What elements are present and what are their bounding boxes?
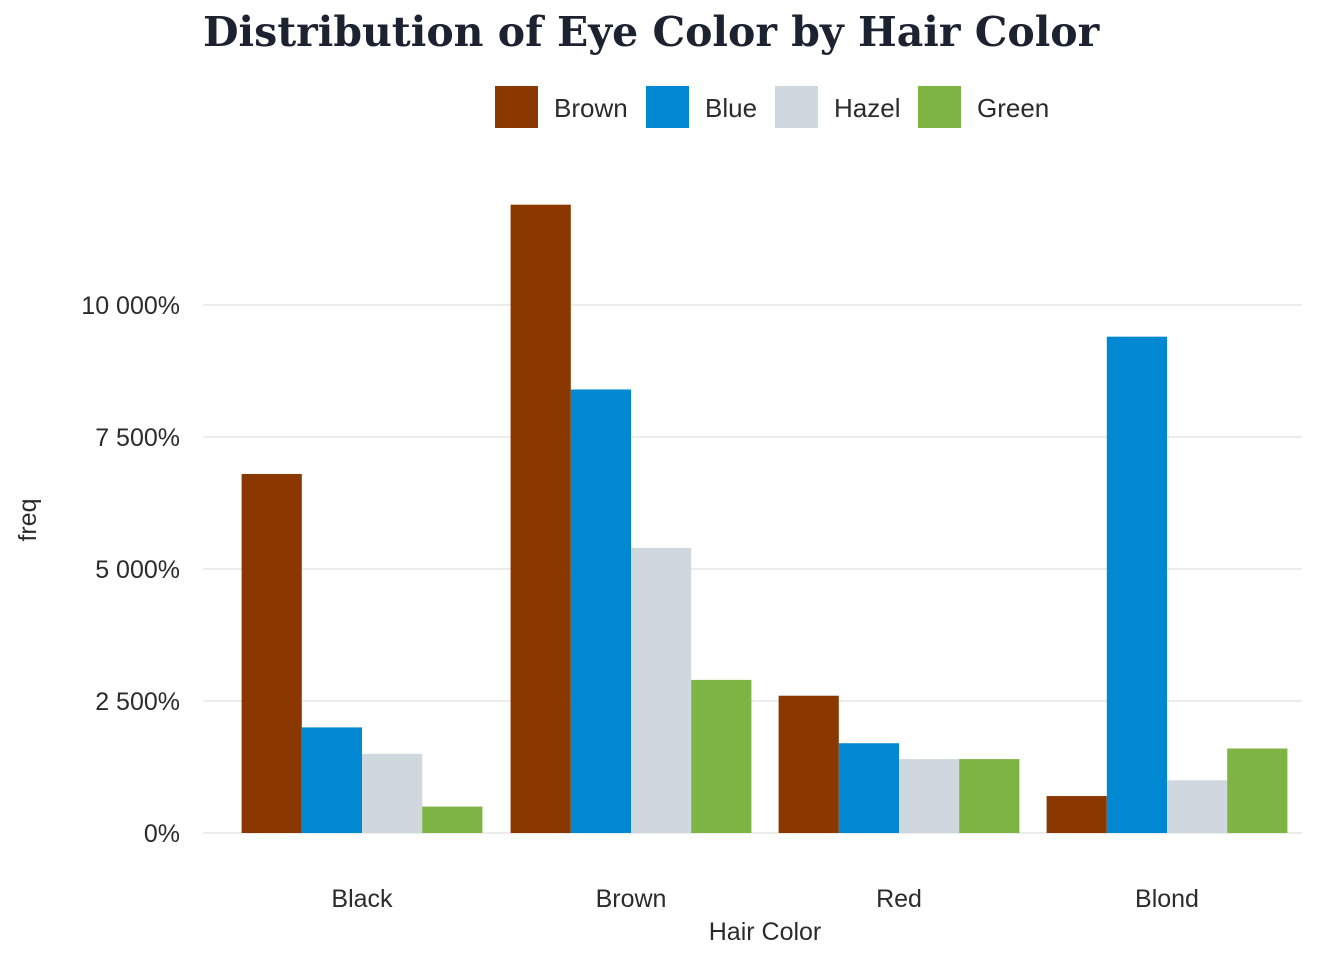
legend-key-hazel bbox=[775, 86, 818, 128]
bar-blond-blue bbox=[1106, 336, 1167, 833]
bar-red-hazel bbox=[899, 759, 960, 833]
y-tick-label: 5 000% bbox=[95, 556, 180, 584]
chart-title: Distribution of Eye Color by Hair Color bbox=[203, 8, 1101, 56]
legend-label: Hazel bbox=[834, 93, 900, 123]
bar-blond-hazel bbox=[1167, 780, 1228, 833]
bar-brown-blue bbox=[570, 389, 631, 833]
bar-red-blue bbox=[838, 743, 899, 833]
y-tick-label: 2 500% bbox=[95, 688, 180, 716]
legend-key-green bbox=[918, 86, 961, 128]
y-axis-label: freq bbox=[14, 498, 42, 541]
x-tick-label: Blond bbox=[1135, 885, 1199, 913]
x-tick-label: Brown bbox=[596, 885, 667, 913]
bar-brown-green bbox=[691, 679, 752, 833]
bar-black-green bbox=[422, 806, 483, 833]
bar-blond-brown bbox=[1046, 796, 1107, 833]
bar-brown-brown bbox=[510, 204, 571, 833]
legend-key-blue bbox=[646, 86, 689, 128]
x-tick-label: Red bbox=[876, 885, 922, 913]
y-tick-label: 7 500% bbox=[95, 424, 180, 452]
x-axis-ticks: Black Brown Red Blond bbox=[331, 885, 1199, 913]
x-tick-label: Black bbox=[331, 885, 393, 913]
bar-brown-hazel bbox=[631, 547, 692, 833]
legend-label: Green bbox=[977, 93, 1049, 123]
bar-red-brown bbox=[778, 695, 839, 833]
bars bbox=[241, 204, 1288, 833]
x-axis-label: Hair Color bbox=[709, 918, 822, 946]
y-tick-label: 10 000% bbox=[81, 292, 180, 320]
legend: Brown Blue Hazel Green bbox=[495, 86, 1049, 128]
bar-black-blue bbox=[301, 727, 362, 833]
legend-label: Brown bbox=[554, 93, 628, 123]
legend-key-brown bbox=[495, 86, 538, 128]
y-axis-ticks: 0% 2 500% 5 000% 7 500% 10 000% bbox=[81, 292, 180, 848]
bar-black-brown bbox=[241, 473, 302, 833]
legend-label: Blue bbox=[705, 93, 757, 123]
y-tick-label: 0% bbox=[144, 820, 180, 848]
bar-blond-green bbox=[1227, 748, 1288, 833]
bar-red-green bbox=[959, 759, 1020, 833]
bar-black-hazel bbox=[362, 753, 423, 833]
